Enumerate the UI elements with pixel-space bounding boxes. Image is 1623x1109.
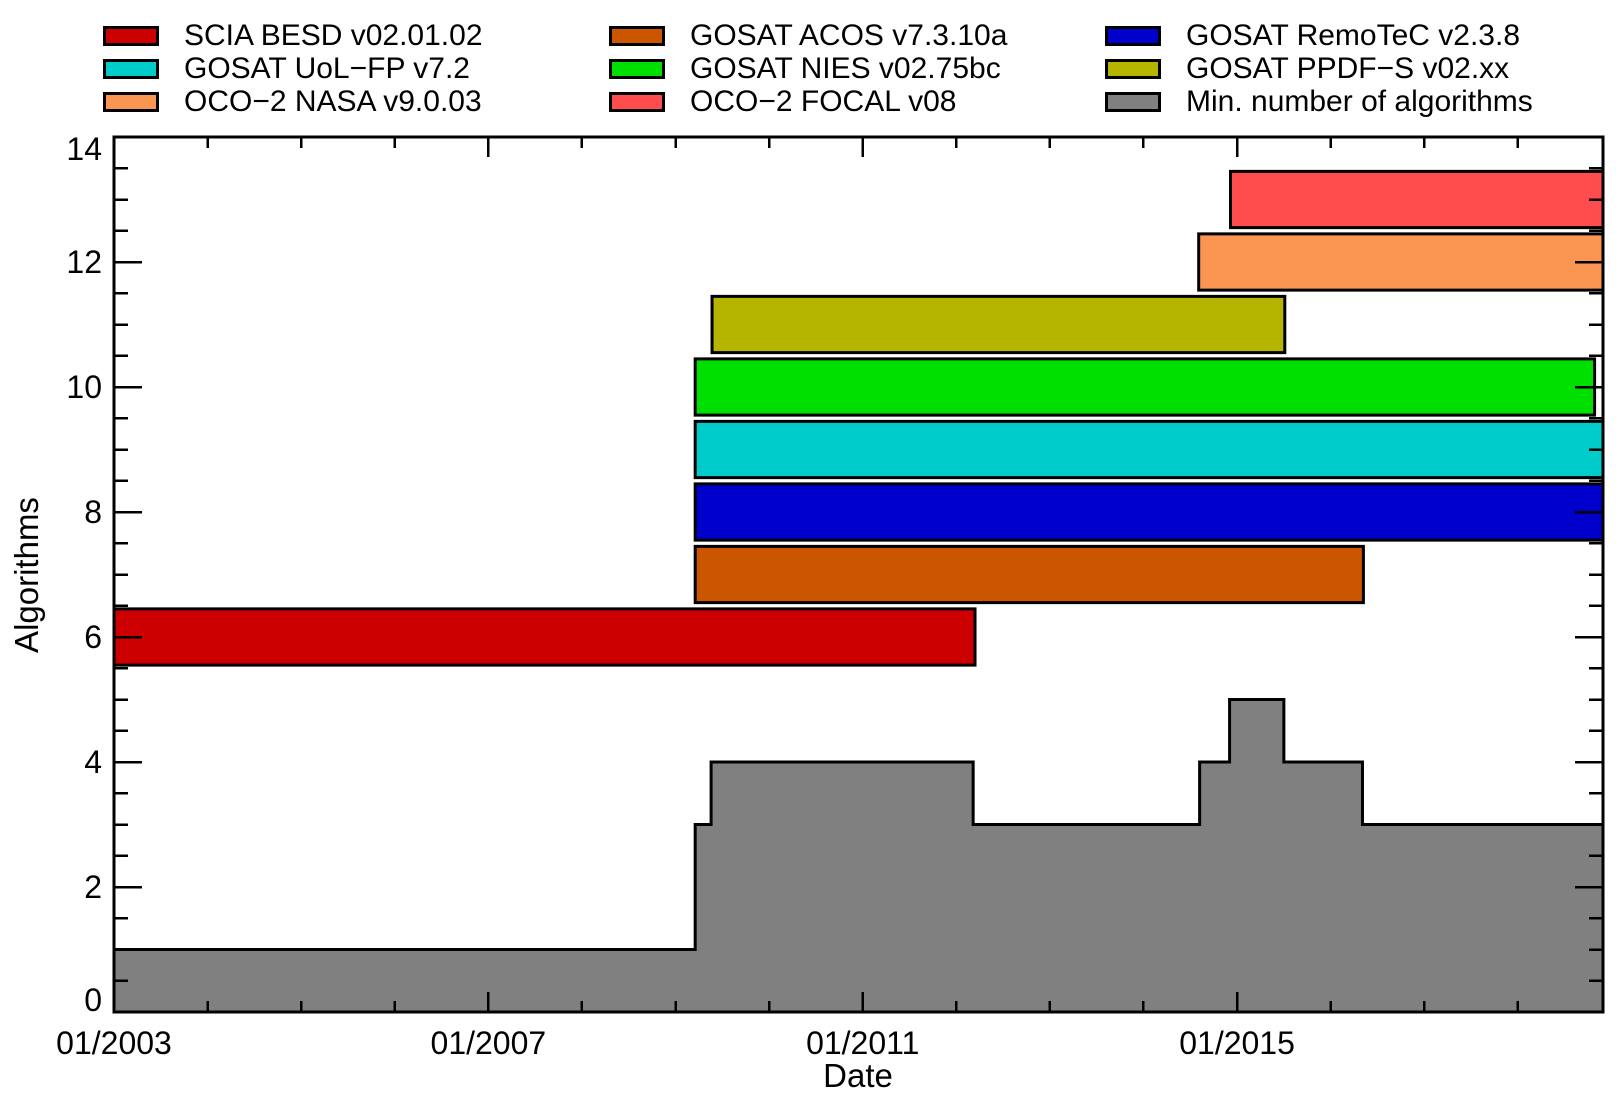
legend-item-ppdf-s: GOSAT PPDF−S v02.xx <box>1105 52 1510 85</box>
legend-item-oco2-nasa: OCO−2 NASA v9.0.03 <box>103 85 482 118</box>
y-tick-label: 10 <box>66 369 102 405</box>
legend-item-scia-besd: SCIA BESD v02.01.02 <box>103 19 483 52</box>
legend-item-oco2-focal: OCO−2 FOCAL v08 <box>609 85 957 118</box>
y-tick-label: 12 <box>66 244 102 280</box>
legend-swatch-oco2-nasa <box>103 91 159 112</box>
legend-swatch-remotec <box>1105 25 1161 46</box>
bar-scia-besd-v02-01-02 <box>114 607 977 667</box>
legend-swatch-min-algorithms <box>1105 91 1161 112</box>
bar-gosat-uol-fp-v7-2 <box>693 419 1603 480</box>
y-tick-label: 0 <box>84 982 102 1018</box>
legend-label: GOSAT UoL−FP v7.2 <box>184 52 470 85</box>
plot-frame <box>112 135 1605 1014</box>
bar-oco-2-nasa-v9-0-03 <box>1197 232 1603 292</box>
axis-ticks <box>112 135 1603 1014</box>
legend-item-nies: GOSAT NIES v02.75bc <box>609 52 1001 85</box>
bar-gosat-nies-v02-75bc <box>693 357 1597 417</box>
legend-item-min-algorithms: Min. number of algorithms <box>1105 85 1533 118</box>
x-axis-title: Date <box>823 1057 893 1094</box>
y-tick-label: 4 <box>84 744 102 780</box>
y-tick-label: 8 <box>84 494 102 530</box>
x-tick-label: 01/2015 <box>1179 1025 1295 1061</box>
legend-item-uol-fp: GOSAT UoL−FP v7.2 <box>103 52 470 85</box>
bar-gosat-remotec-v2-3-8 <box>693 482 1603 542</box>
legend-swatch-oco2-focal <box>609 91 665 112</box>
legend-item-acos: GOSAT ACOS v7.3.10a <box>609 19 1008 52</box>
legend-label: OCO−2 NASA v9.0.03 <box>184 85 482 118</box>
legend: SCIA BESD v02.01.02 GOSAT UoL−FP v7.2 OC… <box>0 0 1623 130</box>
y-axis-title: Algorithms <box>8 497 45 653</box>
legend-label: SCIA BESD v02.01.02 <box>184 19 483 52</box>
legend-swatch-uol-fp <box>103 58 159 79</box>
legend-label: GOSAT NIES v02.75bc <box>690 52 1001 85</box>
bar-oco-2-focal-v08 <box>1229 169 1603 230</box>
legend-label: GOSAT RemoTeC v2.3.8 <box>1186 19 1521 52</box>
legend-label: Min. number of algorithms <box>1186 85 1533 118</box>
y-tick-label: 6 <box>84 619 102 655</box>
legend-label: GOSAT PPDF−S v02.xx <box>1186 52 1510 85</box>
x-tick-label: 01/2003 <box>56 1025 172 1061</box>
y-tick-label: 14 <box>66 131 102 167</box>
legend-swatch-acos <box>609 25 665 46</box>
x-tick-label: 01/2011 <box>806 1025 919 1061</box>
legend-swatch-nies <box>609 58 665 79</box>
x-tick-label: 01/2007 <box>431 1025 547 1061</box>
axis-tick-labels: 01/2003 01/2007 01/2011 01/2015 0 2 4 6 8 10 12 14 <box>56 131 1295 1061</box>
legend-label: OCO−2 FOCAL v08 <box>690 85 957 118</box>
min-algorithms-step-area <box>114 698 1603 1012</box>
legend-swatch-ppdf-s <box>1105 58 1161 79</box>
legend-swatch-scia-besd <box>103 25 159 46</box>
legend-label: GOSAT ACOS v7.3.10a <box>690 19 1008 52</box>
bar-gosat-acos-v7-3-10a <box>693 544 1365 605</box>
legend-item-remotec: GOSAT RemoTeC v2.3.8 <box>1105 19 1521 52</box>
y-tick-label: 2 <box>84 869 102 905</box>
bar-gosat-ppdf-s-v02-xx <box>710 294 1287 355</box>
